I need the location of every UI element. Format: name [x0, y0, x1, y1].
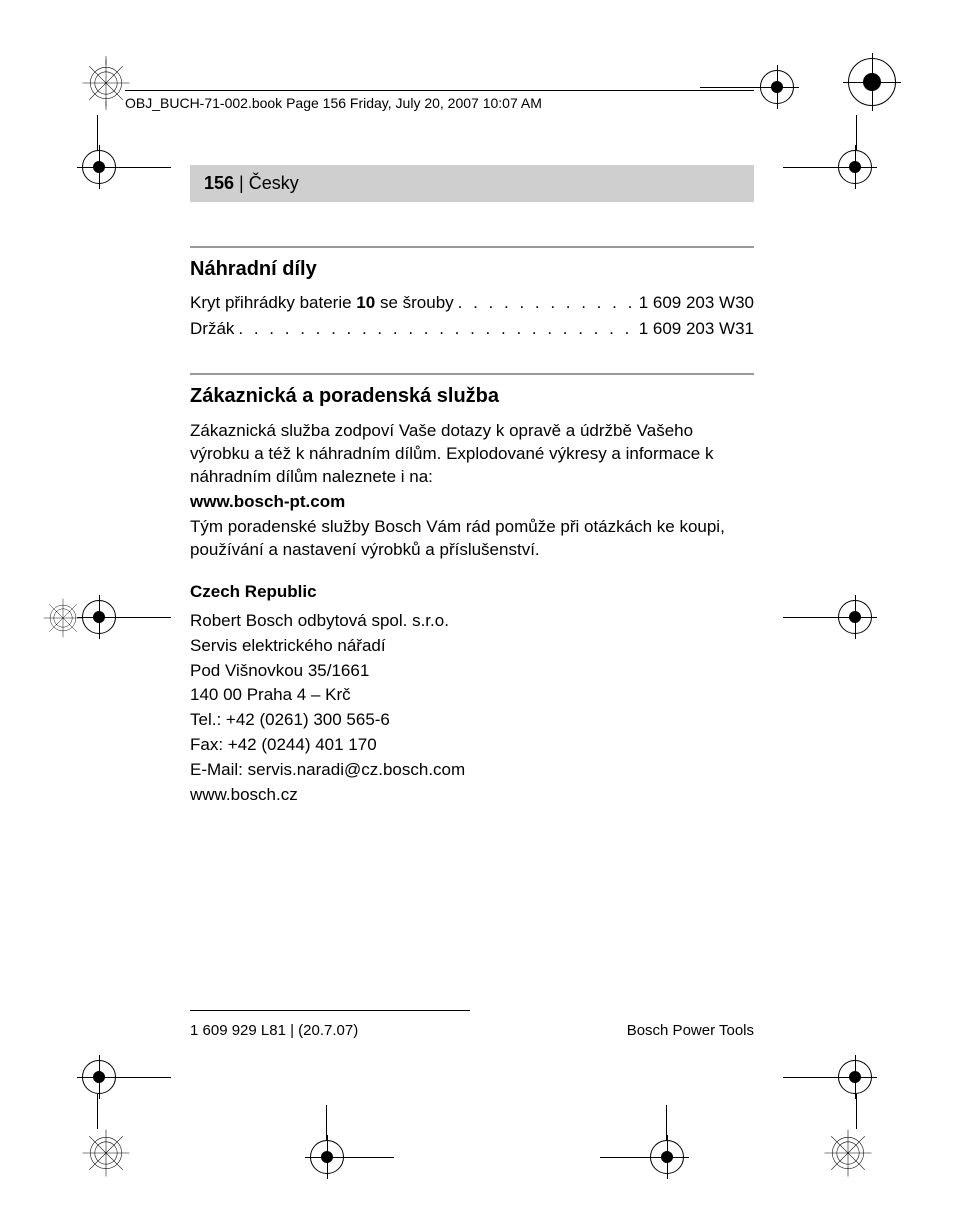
reg-mark-bottom-center-2: [600, 1140, 684, 1174]
reg-mark-upper-left: [82, 150, 171, 184]
reg-line-upper-left-v: [97, 115, 98, 150]
corner-ornament-bottom-right: [820, 1125, 876, 1181]
contact-line: Tel.: +42 (0261) 300 565-6: [190, 709, 754, 732]
reg-line-lower-left-v: [97, 1094, 98, 1129]
page-content: 156 | Česky Náhradní díly Kryt přihrádky…: [190, 165, 754, 841]
service-url: www.bosch-pt.com: [190, 491, 754, 514]
service-para-1: Zákaznická služba zodpoví Vaše dotazy k …: [190, 420, 754, 489]
contact-line: www.bosch.cz: [190, 784, 754, 807]
parts-row-value: 1 609 203 W31: [639, 319, 754, 339]
running-head-text: OBJ_BUCH-71-002.book Page 156 Friday, Ju…: [125, 95, 542, 111]
page-number: 156: [204, 173, 234, 193]
contact-line: Fax: +42 (0244) 401 170: [190, 734, 754, 757]
corner-ornament-bottom-left: [78, 1125, 134, 1181]
reg-line-bc2-v: [666, 1105, 667, 1140]
section-spare-parts: Náhradní díly Kryt přihrádky baterie 10 …: [190, 246, 754, 339]
contact-line: Robert Bosch odbytová spol. s.r.o.: [190, 610, 754, 633]
service-para-2: Tým poradenské služby Bosch Vám rád pomů…: [190, 516, 754, 562]
reg-mark-top-right-1: [700, 70, 794, 104]
page-header-bar: 156 | Česky: [190, 165, 754, 202]
reg-mark-mid-right: [783, 600, 872, 634]
leader-dots: . . . . . . . . . . . . . . . . . . . . …: [454, 293, 639, 313]
contact-line: 140 00 Praha 4 – Krč: [190, 684, 754, 707]
contact-line: Servis elektrického nářadí: [190, 635, 754, 658]
reg-mark-lower-right: [783, 1060, 872, 1094]
parts-row-value: 1 609 203 W30: [639, 293, 754, 313]
parts-row-label: Držák: [190, 319, 234, 339]
reg-line-upper-right-v: [856, 115, 857, 150]
reg-mark-lower-left: [82, 1060, 171, 1094]
leader-dots: . . . . . . . . . . . . . . . . . . . . …: [234, 319, 638, 339]
page-lang: Česky: [249, 173, 299, 193]
reg-line-lower-right-v: [856, 1094, 857, 1129]
corner-ornament-mid-left: [40, 595, 86, 641]
reg-line-bc1-v: [326, 1105, 327, 1140]
reg-mark-bottom-center-1: [310, 1140, 394, 1174]
parts-row: Kryt přihrádky baterie 10 se šrouby . . …: [190, 293, 754, 313]
footer-right: Bosch Power Tools: [627, 1022, 754, 1039]
contact-heading: Czech Republic: [190, 582, 754, 602]
reg-mark-top-right-2: [848, 58, 896, 106]
parts-row-label: Kryt přihrádky baterie 10 se šrouby: [190, 293, 454, 313]
section-service: Zákaznická a poradenská služba Zákaznick…: [190, 373, 754, 807]
contact-line: Pod Višnovkou 35/1661: [190, 660, 754, 683]
contact-line: E-Mail: servis.naradi@cz.bosch.com: [190, 759, 754, 782]
section-rule: [190, 373, 754, 375]
footer-rule: [190, 1010, 470, 1011]
reg-mark-upper-right: [783, 150, 872, 184]
running-head: OBJ_BUCH-71-002.book Page 156 Friday, Ju…: [125, 90, 754, 111]
reg-mark-mid-left: [82, 600, 171, 634]
parts-row: Držák . . . . . . . . . . . . . . . . . …: [190, 319, 754, 339]
section-title-service: Zákaznická a poradenská služba: [190, 385, 754, 408]
footer-left: 1 609 929 L81 | (20.7.07): [190, 1022, 358, 1039]
section-rule: [190, 246, 754, 248]
section-title-spare-parts: Náhradní díly: [190, 258, 754, 281]
page-footer: 1 609 929 L81 | (20.7.07) Bosch Power To…: [190, 1022, 754, 1039]
corner-ornament-top-left: [78, 55, 134, 111]
page-sep: |: [234, 173, 249, 193]
